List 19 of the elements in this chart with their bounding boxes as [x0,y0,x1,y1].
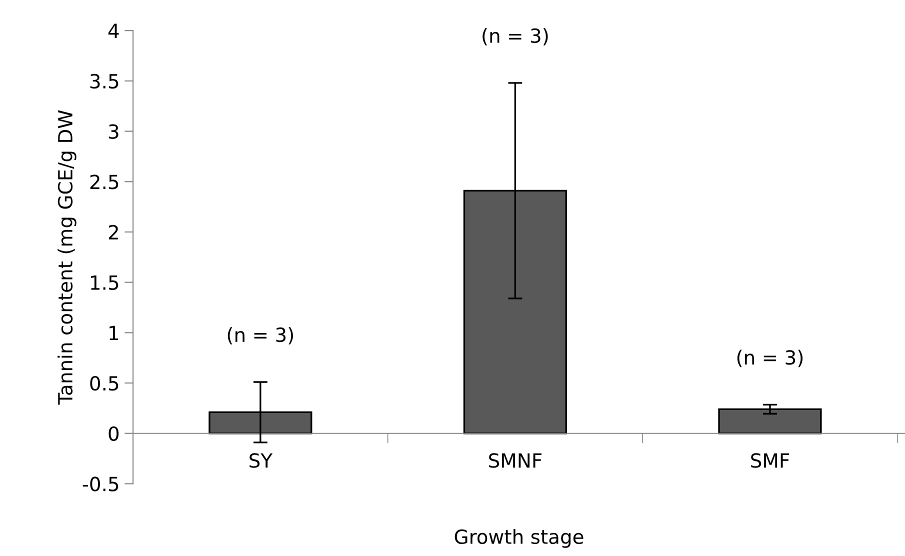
bar [718,408,822,434]
x-tick-label: SY [250,453,273,468]
y-tick-label: 1 [110,326,118,340]
y-tick-label: 4 [108,24,119,38]
y-tick-label: 0.5 [90,376,118,391]
y-tick-label: 2.5 [90,174,118,190]
annotation: (n = 3) [228,327,294,344]
y-tick-label: -0.5 [82,476,118,492]
annotation: (n = 3) [737,350,803,368]
y-axis-title: Tannin content (mg GCE/g DW [58,110,76,405]
annotation: (n = 3) [482,28,548,46]
y-tick-label: 0 [108,426,119,442]
y-tick-label: 3 [108,124,118,139]
y-tick-label: 1.5 [91,276,118,290]
y-tick-label: 3.5 [90,74,118,89]
x-axis-title: Growth stage [454,529,584,548]
y-tick-label: 2 [108,224,118,240]
x-tick-label: SMNF [489,453,542,468]
x-tick-label: SMF [751,453,789,468]
